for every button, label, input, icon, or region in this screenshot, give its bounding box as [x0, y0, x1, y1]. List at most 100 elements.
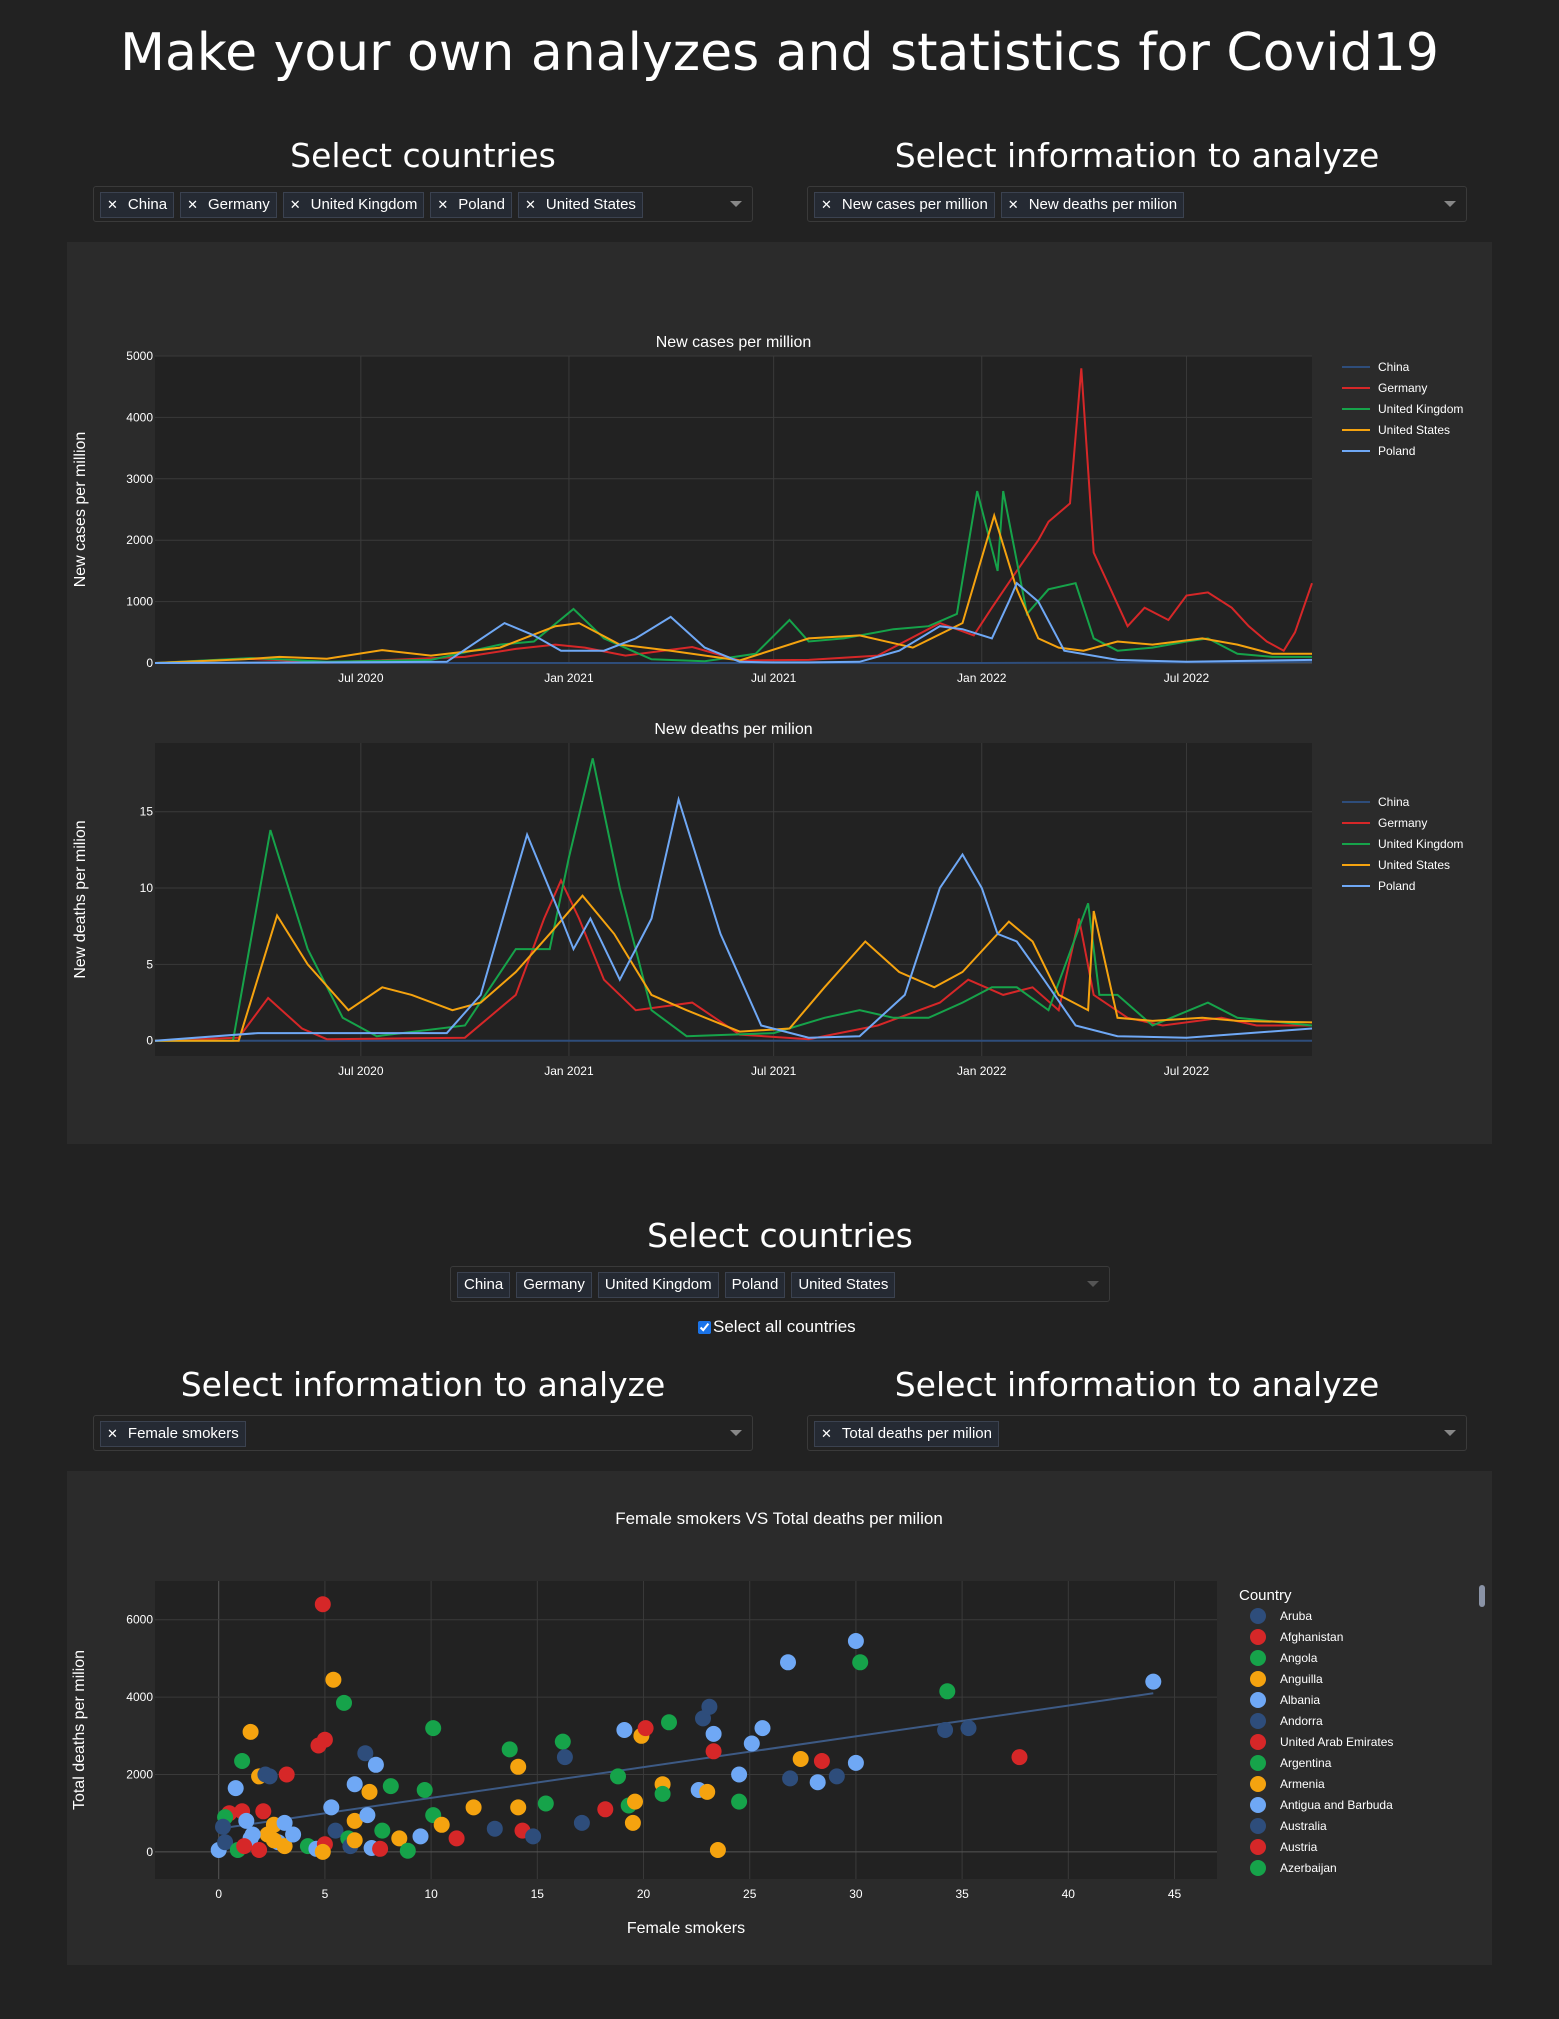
data-point [346, 1812, 363, 1829]
chip-united-kingdom[interactable]: ✕ United Kingdom [282, 192, 425, 218]
data-point [433, 1816, 450, 1833]
x-tick-label: Jan 2022 [957, 1064, 1007, 1078]
y-axis-title: Total deaths per milion [71, 1650, 88, 1810]
remove-icon[interactable]: ✕ [821, 1426, 832, 1441]
data-point [323, 1799, 340, 1816]
x-tick-label: Jan 2022 [957, 671, 1007, 685]
select-info-heading: Select information to analyze [894, 136, 1380, 175]
chip-china-2[interactable]: China [457, 1272, 511, 1298]
remove-icon[interactable]: ✕ [437, 197, 449, 212]
data-point [624, 1814, 641, 1831]
chip-united-states-2[interactable]: United States [791, 1272, 896, 1298]
data-point [336, 1694, 352, 1711]
scatter-chart[interactable]: 0 5 10 15 20 25 30 35 40 45 0 2000 4000 6000 Female sm… [67, 1471, 1492, 1965]
time-series-charts[interactable]: Jul 2020 Jan 2021 Jul 2021 Jan 2022 Jul 2022… [67, 242, 1492, 1144]
remove-icon[interactable]: ✕ [107, 1426, 118, 1441]
chip-united-states[interactable]: ✕ United States [517, 192, 643, 218]
chart-title: New cases per million [656, 334, 812, 351]
chip-label: Female smokers [127, 1425, 239, 1442]
series-line [154, 795, 1313, 1042]
legend-label: Germany [1378, 816, 1427, 830]
series-line [154, 368, 1313, 664]
data-point [416, 1782, 433, 1798]
data-point [327, 1822, 344, 1839]
x-tick-label: Jan 2021 [544, 1064, 594, 1078]
y-tick-label: 5 [146, 957, 153, 971]
x-tick-label: 20 [637, 1887, 651, 1901]
trendline [218, 1692, 1154, 1830]
remove-icon[interactable]: ✕ [107, 197, 118, 212]
x-tick-label: Jan 2021 [544, 671, 594, 685]
data-point [236, 1838, 253, 1855]
chip-china[interactable]: ✕ China [100, 192, 175, 218]
legend-label: Poland [1378, 444, 1415, 458]
chip-new-cases[interactable]: ✕ New cases per million [814, 192, 995, 218]
chip-united-kingdom-2[interactable]: United Kingdom [597, 1272, 719, 1298]
countries-chips: ✕ China ✕ Germany ✕ United Kingdom ✕ Poland … [100, 192, 643, 218]
chip-label: United States [545, 196, 636, 213]
chevron-down-icon[interactable] [1444, 201, 1456, 207]
data-point [743, 1735, 760, 1752]
data-point [448, 1830, 465, 1847]
data-point [731, 1766, 748, 1783]
select-info-heading-right: Select information to analyze [894, 1365, 1380, 1404]
remove-icon[interactable]: ✕ [289, 197, 301, 212]
x-tick-label: 5 [322, 1887, 329, 1901]
data-point [412, 1828, 429, 1845]
countries-multiselect-2[interactable]: China Germany United Kingdom Poland Unit… [450, 1266, 1110, 1302]
chevron-down-icon[interactable] [1444, 1430, 1456, 1436]
data-point [654, 1785, 671, 1802]
chip-germany-2[interactable]: Germany [516, 1272, 592, 1298]
chip-female-smokers[interactable]: ✕ Female smokers [100, 1421, 246, 1447]
y-variable-select[interactable]: ✕ Total deaths per milion [807, 1415, 1467, 1451]
legend-label: Angola [1280, 1651, 1318, 1665]
chip-germany[interactable]: ✕ Germany [180, 192, 277, 218]
y-tick-label: 10 [140, 881, 154, 895]
chip-poland-2[interactable]: Poland [724, 1272, 786, 1298]
chip-new-deaths[interactable]: ✕ New deaths per milion [1000, 192, 1185, 218]
data-point [234, 1753, 251, 1769]
series-line [155, 894, 1313, 1042]
remove-icon[interactable]: ✕ [187, 197, 199, 212]
data-point [960, 1720, 977, 1737]
chevron-down-icon[interactable] [1087, 1281, 1099, 1287]
legend-label: Andorra [1280, 1714, 1323, 1728]
x-tick-label: 35 [955, 1887, 969, 1901]
info-multiselect[interactable]: ✕ New cases per million ✕ New deaths per m… [807, 186, 1467, 222]
remove-icon[interactable]: ✕ [821, 197, 832, 212]
y-tick-label: 6000 [126, 1613, 153, 1627]
chip-poland[interactable]: ✕ Poland [430, 192, 512, 218]
data-point [276, 1814, 293, 1831]
chip-total-deaths[interactable]: ✕ Total deaths per milion [814, 1421, 999, 1447]
chevron-down-icon[interactable] [730, 201, 742, 207]
select-all-label[interactable]: Select all countries [713, 1317, 856, 1336]
legend-swatch [1250, 1734, 1266, 1750]
countries-multiselect[interactable]: ✕ China ✕ Germany ✕ United Kingdom ✕ Poland … [93, 186, 753, 222]
x-variable-select[interactable]: ✕ Female smokers [93, 1415, 753, 1451]
x-tick-label: Jul 2020 [338, 1064, 384, 1078]
chip-label: United Kingdom [310, 196, 418, 213]
legend-swatch [1250, 1671, 1266, 1687]
series-line [154, 877, 1312, 1042]
y-tick-label: 0 [146, 656, 153, 670]
page-title: Make your own analyzes and statistics fo… [120, 23, 1439, 83]
select-all-checkbox[interactable] [698, 1320, 711, 1334]
legend-label: Poland [1378, 879, 1415, 893]
data-point [661, 1714, 677, 1731]
chart-title: New deaths per milion [654, 721, 812, 738]
remove-icon[interactable]: ✕ [524, 197, 536, 212]
plot-area [155, 356, 1312, 663]
chip-label: Poland [731, 1276, 779, 1293]
chevron-down-icon[interactable] [730, 1430, 742, 1436]
data-point [939, 1683, 956, 1700]
legend-label: Anguilla [1280, 1672, 1323, 1686]
legend-swatch [1250, 1839, 1266, 1855]
data-point [399, 1842, 416, 1859]
remove-icon[interactable]: ✕ [1007, 197, 1019, 212]
legend-label: China [1378, 360, 1410, 374]
y-tick-label: 4000 [126, 1690, 153, 1704]
data-point [314, 1596, 331, 1613]
data-point [573, 1814, 590, 1831]
data-point [813, 1753, 830, 1769]
data-point [556, 1749, 573, 1766]
